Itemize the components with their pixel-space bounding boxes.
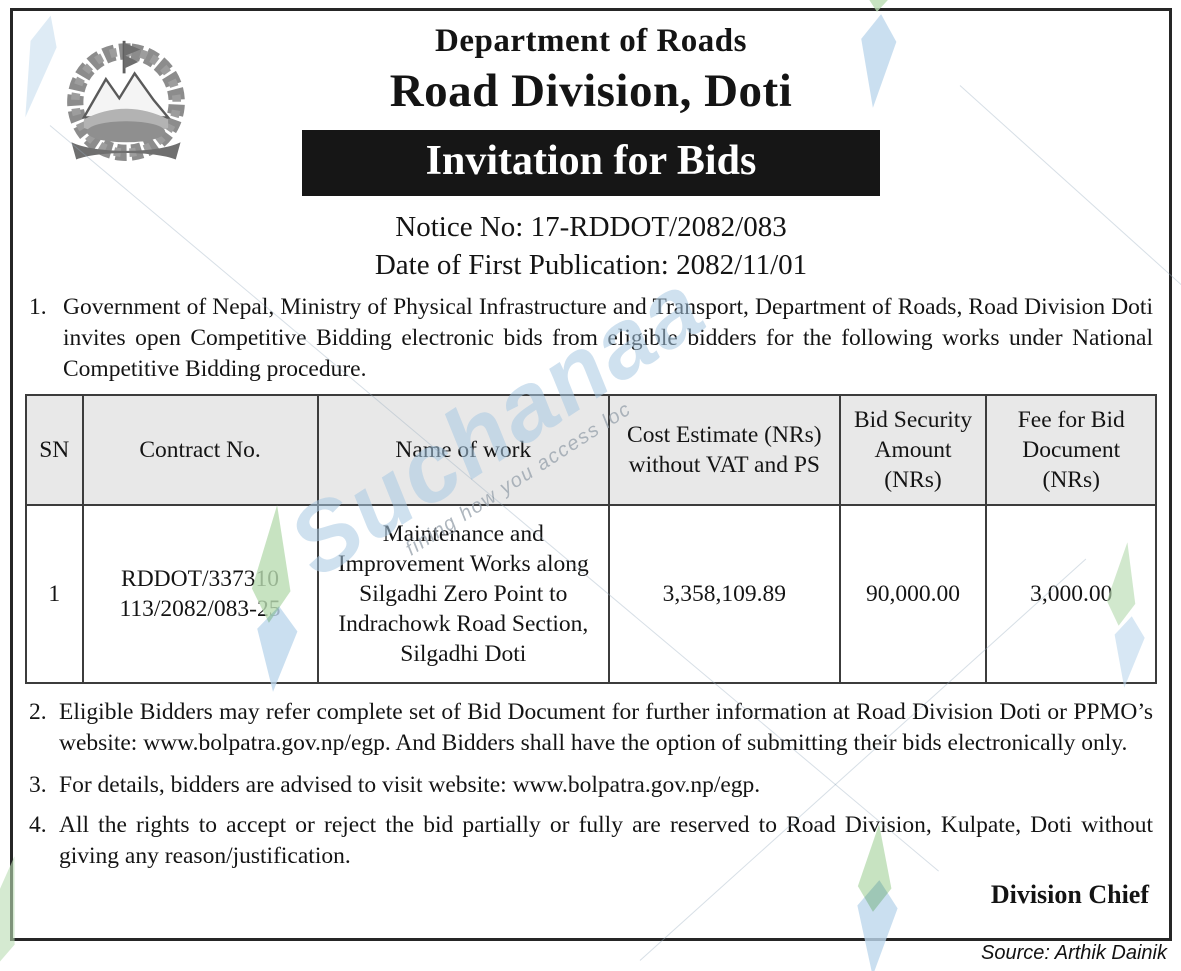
paragraph-2-text: Eligible Bidders may refer complete set … <box>59 699 1153 756</box>
cell-fee: 3,000.00 <box>985 504 1157 684</box>
col-header-sn: SN <box>25 394 84 506</box>
table-row: 1 RDDOT/337310 113/2082/083-25 Maintenan… <box>25 504 1157 684</box>
signature-title: Division Chief <box>990 880 1149 909</box>
cell-name-of-work: Maintenance and Improvement Works along … <box>316 504 611 684</box>
cell-contract-no: RDDOT/337310 113/2082/083-25 <box>81 504 319 684</box>
paragraph-4-text: All the rights to accept or reject the b… <box>59 812 1153 869</box>
paragraph-4-number: 4. <box>29 812 47 838</box>
bids-table: SN Contract No. Name of work Cost Estima… <box>25 394 1157 684</box>
col-header-name-of-work: Name of work <box>316 394 611 506</box>
cell-sn: 1 <box>25 504 84 684</box>
paragraph-1-number: 1. <box>29 294 47 320</box>
paragraph-1: 1. Government of Nepal, Ministry of Phys… <box>29 292 1153 385</box>
col-header-bid-security: Bid Security Amount (NRs) <box>838 394 988 506</box>
publication-date: Date of First Publication: 2082/11/01 <box>374 249 808 281</box>
notice-number: Notice No: 17-RDDOT/2082/083 <box>395 211 787 243</box>
cell-bid-security: 90,000.00 <box>838 504 988 684</box>
paragraph-2-number: 2. <box>29 699 47 725</box>
invitation-banner: Invitation for Bids <box>302 130 880 196</box>
source-credit: Source: Arthik Dainik <box>981 942 1167 964</box>
notice-frame: Department of Roads Road Division, Doti … <box>10 8 1172 941</box>
department-title: Department of Roads <box>435 23 747 59</box>
nepal-emblem-icon <box>67 40 185 161</box>
paragraph-4: 4. All the rights to accept or reject th… <box>29 810 1153 872</box>
division-title: Road Division, Doti <box>389 65 793 117</box>
col-header-contract-no: Contract No. <box>81 394 319 506</box>
table-header-row: SN Contract No. Name of work Cost Estima… <box>25 394 1157 506</box>
col-header-fee: Fee for Bid Document (NRs) <box>985 394 1157 506</box>
paragraph-1-text: Government of Nepal, Ministry of Physica… <box>63 294 1153 382</box>
paragraph-3: 3. For details, bidders are advised to v… <box>29 770 1153 801</box>
col-header-cost-estimate: Cost Estimate (NRs) without VAT and PS <box>608 394 841 506</box>
paragraph-3-text: For details, bidders are advised to visi… <box>59 772 761 798</box>
cell-cost-estimate: 3,358,109.89 <box>608 504 841 684</box>
paragraph-3-number: 3. <box>29 772 47 798</box>
paragraph-2: 2. Eligible Bidders may refer complete s… <box>29 697 1153 759</box>
